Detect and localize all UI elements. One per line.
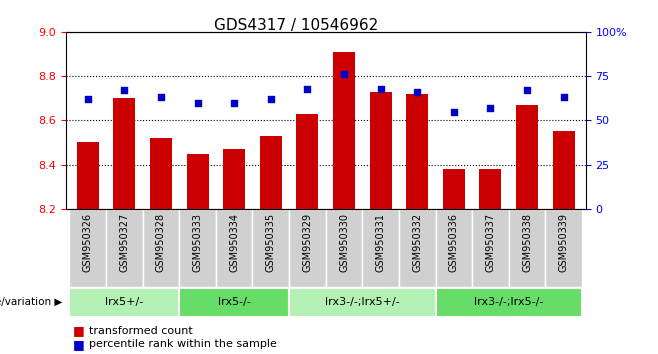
Bar bbox=[363, 209, 399, 287]
Point bbox=[156, 95, 166, 100]
Point bbox=[485, 105, 495, 111]
Bar bbox=[70, 288, 179, 317]
Bar bbox=[143, 209, 179, 287]
Text: GSM950329: GSM950329 bbox=[303, 213, 313, 272]
Text: lrx5-/-: lrx5-/- bbox=[218, 297, 251, 307]
Bar bbox=[509, 209, 545, 287]
Text: GSM950330: GSM950330 bbox=[339, 213, 349, 272]
Text: GSM950332: GSM950332 bbox=[412, 213, 422, 272]
Point bbox=[302, 86, 313, 91]
Text: GSM950326: GSM950326 bbox=[83, 213, 93, 272]
Bar bbox=[436, 209, 472, 287]
Text: GSM950328: GSM950328 bbox=[156, 213, 166, 272]
Text: lrx3-/-;lrx5-/-: lrx3-/-;lrx5-/- bbox=[474, 297, 544, 307]
Point bbox=[339, 72, 349, 77]
Text: GSM950331: GSM950331 bbox=[376, 213, 386, 272]
Bar bbox=[296, 114, 318, 209]
Bar bbox=[516, 105, 538, 209]
Point bbox=[82, 96, 93, 102]
Text: GSM950333: GSM950333 bbox=[193, 213, 203, 272]
Bar bbox=[553, 131, 574, 209]
Bar bbox=[150, 138, 172, 209]
Bar bbox=[406, 94, 428, 209]
Text: genotype/variation ▶: genotype/variation ▶ bbox=[0, 297, 63, 307]
Text: lrx3-/-;lrx5+/-: lrx3-/-;lrx5+/- bbox=[325, 297, 399, 307]
Text: GSM950336: GSM950336 bbox=[449, 213, 459, 272]
Text: ■: ■ bbox=[72, 338, 84, 350]
Bar bbox=[216, 209, 253, 287]
Bar bbox=[106, 209, 143, 287]
Text: GSM950334: GSM950334 bbox=[229, 213, 240, 272]
Bar bbox=[289, 209, 326, 287]
Text: ■: ■ bbox=[72, 325, 84, 337]
Bar bbox=[443, 169, 465, 209]
Bar bbox=[289, 288, 436, 317]
Bar bbox=[179, 288, 289, 317]
Point bbox=[375, 86, 386, 91]
Point bbox=[559, 95, 569, 100]
Bar bbox=[113, 98, 136, 209]
Bar bbox=[399, 209, 436, 287]
Point bbox=[412, 89, 422, 95]
Text: GSM950338: GSM950338 bbox=[522, 213, 532, 272]
Text: transformed count: transformed count bbox=[89, 326, 193, 336]
Bar bbox=[326, 209, 363, 287]
Text: GSM950327: GSM950327 bbox=[119, 213, 130, 272]
Text: GSM950335: GSM950335 bbox=[266, 213, 276, 272]
Text: GSM950337: GSM950337 bbox=[486, 213, 495, 272]
Point bbox=[119, 87, 130, 93]
Bar bbox=[179, 209, 216, 287]
Point bbox=[449, 109, 459, 114]
Bar bbox=[545, 209, 582, 287]
Bar bbox=[333, 52, 355, 209]
Text: GSM950339: GSM950339 bbox=[559, 213, 569, 272]
Bar bbox=[370, 92, 392, 209]
Text: lrx5+/-: lrx5+/- bbox=[105, 297, 143, 307]
Bar bbox=[260, 136, 282, 209]
Text: GDS4317 / 10546962: GDS4317 / 10546962 bbox=[214, 18, 378, 33]
Bar bbox=[480, 169, 501, 209]
Bar bbox=[436, 288, 582, 317]
Point bbox=[192, 100, 203, 105]
Bar bbox=[77, 142, 99, 209]
Bar bbox=[223, 149, 245, 209]
Bar bbox=[472, 209, 509, 287]
Point bbox=[522, 87, 532, 93]
Text: percentile rank within the sample: percentile rank within the sample bbox=[89, 339, 277, 349]
Bar bbox=[70, 209, 106, 287]
Point bbox=[266, 96, 276, 102]
Point bbox=[229, 100, 240, 105]
Bar bbox=[187, 154, 209, 209]
Bar bbox=[253, 209, 289, 287]
